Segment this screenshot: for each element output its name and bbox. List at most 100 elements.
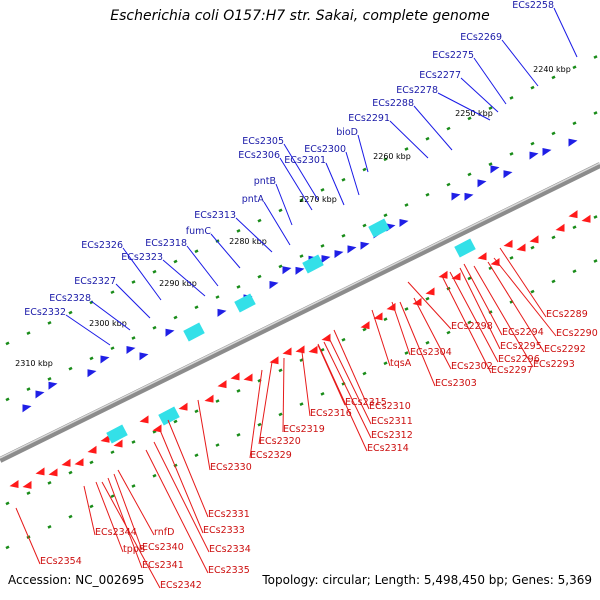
- ring-tick: [195, 251, 198, 253]
- gene-label-rnfD: rnfD: [154, 527, 174, 538]
- gene-label-rnfD-leader: [118, 470, 154, 535]
- forward-gene-arrow: [270, 281, 279, 289]
- gene-label-ECs2295-leader: [460, 268, 500, 349]
- ring-tick: [195, 455, 198, 457]
- forward-gene-arrow: [465, 193, 474, 201]
- gene-label-ECs2290: ECs2290: [556, 328, 598, 339]
- accession-label: Accession: NC_002695: [8, 573, 144, 587]
- ring-tick: [90, 506, 93, 508]
- backbone-line: [0, 165, 600, 460]
- reverse-gene-arrow: [244, 373, 253, 381]
- reverse-gene-arrow: [140, 415, 149, 423]
- ring-tick: [153, 327, 156, 329]
- ring-tick: [69, 368, 72, 370]
- gene-label-ECs2294: ECs2294: [502, 327, 544, 338]
- ring-tick: [384, 214, 387, 216]
- ring-tick: [531, 87, 534, 89]
- gene-label-ECs2313: ECs2313: [194, 210, 236, 221]
- ring-tick: [447, 184, 450, 186]
- gene-label-ECs2342: ECs2342: [160, 580, 202, 591]
- gene-label-pntB: pntB: [254, 176, 276, 187]
- ring-tick: [132, 281, 135, 283]
- ring-tick: [258, 276, 261, 278]
- gene-label-pntA-leader: [264, 202, 290, 245]
- gene-label-ECs2320: ECs2320: [259, 436, 301, 447]
- ring-tick: [468, 174, 471, 176]
- gene-label-ECs2295: ECs2295: [500, 341, 542, 352]
- gene-label-ECs2298: ECs2298: [451, 321, 493, 332]
- reverse-gene-arrow: [582, 215, 591, 223]
- gene-label-ECs2327-leader: [116, 284, 150, 318]
- ring-tick: [573, 122, 576, 124]
- gene-label-ECs2312-leader: [324, 342, 371, 438]
- gene-label-ECs2311: ECs2311: [371, 416, 413, 427]
- gene-label-ECs2303: ECs2303: [435, 378, 477, 389]
- reverse-gene-arrow: [530, 235, 539, 243]
- reverse-gene-arrow: [283, 347, 292, 355]
- gene-label-ECs2300: ECs2300: [304, 144, 346, 155]
- reverse-gene-arrow: [478, 252, 487, 260]
- gene-label-ECs2323-leader: [163, 260, 205, 296]
- gene-label-ECs2327: ECs2327: [74, 276, 116, 287]
- ring-tick: [6, 547, 9, 549]
- forward-gene-arrow: [140, 352, 149, 360]
- gene-label-ECs2354: ECs2354: [40, 556, 82, 567]
- gene-label-ECs2300-leader: [346, 152, 359, 195]
- reverse-gene-arrow: [556, 224, 565, 232]
- ring-tick: [237, 434, 240, 436]
- ring-tick: [573, 226, 576, 228]
- ring-tick: [510, 97, 513, 99]
- forward-gene-arrow: [36, 390, 45, 398]
- ring-tick: [363, 329, 366, 331]
- ring-tick: [300, 255, 303, 257]
- gene-label-tppB-leader: [96, 482, 123, 552]
- forward-gene-arrow: [452, 193, 461, 201]
- gene-label-ECs2302: ECs2302: [451, 361, 493, 372]
- ring-tick: [69, 472, 72, 474]
- ring-tick: [153, 475, 156, 477]
- reverse-gene-arrow: [88, 446, 97, 454]
- scale-tick-label: 2240 kbp: [533, 65, 571, 74]
- ring-tick: [27, 388, 30, 390]
- gene-label-ECs2275-leader: [474, 58, 506, 104]
- gene-label-ECs2330-leader: [198, 400, 210, 470]
- gene-label-ECs2333-leader: [160, 430, 203, 533]
- ring-tick: [195, 411, 198, 413]
- gene-label-ECs2304: ECs2304: [410, 347, 452, 358]
- reverse-gene-arrow: [75, 458, 84, 466]
- ring-tick: [195, 307, 198, 309]
- ring-tick: [6, 503, 9, 505]
- ring-tick: [237, 230, 240, 232]
- reverse-gene-arrow: [504, 240, 513, 248]
- ring-tick: [216, 296, 219, 298]
- ring-tick: [48, 322, 51, 324]
- gene-label-ECs2316: ECs2316: [310, 408, 352, 419]
- ring-tick: [153, 271, 156, 273]
- ring-tick: [69, 516, 72, 518]
- gene-label-pntB-leader: [276, 184, 292, 225]
- gene-label-ECs2289-leader: [500, 248, 546, 317]
- forward-gene-arrow: [478, 179, 487, 187]
- ring-tick: [363, 373, 366, 375]
- ring-tick: [573, 66, 576, 68]
- gene-label-ECs2329: ECs2329: [250, 450, 292, 461]
- ring-tick: [27, 492, 30, 494]
- ring-tick: [552, 133, 555, 135]
- gene-label-ECs2332: ECs2332: [24, 307, 66, 318]
- forward-gene-arrow: [335, 250, 344, 258]
- forward-gene-arrow: [569, 139, 578, 147]
- reverse-gene-arrow: [49, 468, 58, 476]
- scale-tick-label: 2260 kbp: [373, 152, 411, 161]
- gene-label-ECs2269: ECs2269: [460, 32, 502, 43]
- ring-tick: [69, 312, 72, 314]
- genome-map-svg: 2240 kbp2250 kbp2260 kbp2270 kbp2280 kbp…: [0, 0, 600, 600]
- ring-tick: [48, 482, 51, 484]
- feature-box: [183, 323, 205, 342]
- ring-tick: [48, 378, 51, 380]
- ring-tick: [510, 257, 513, 259]
- ring-tick: [384, 318, 387, 320]
- forward-gene-arrow: [218, 309, 227, 317]
- ring-tick: [531, 247, 534, 249]
- ring-tick: [279, 266, 282, 268]
- ring-tick: [258, 424, 261, 426]
